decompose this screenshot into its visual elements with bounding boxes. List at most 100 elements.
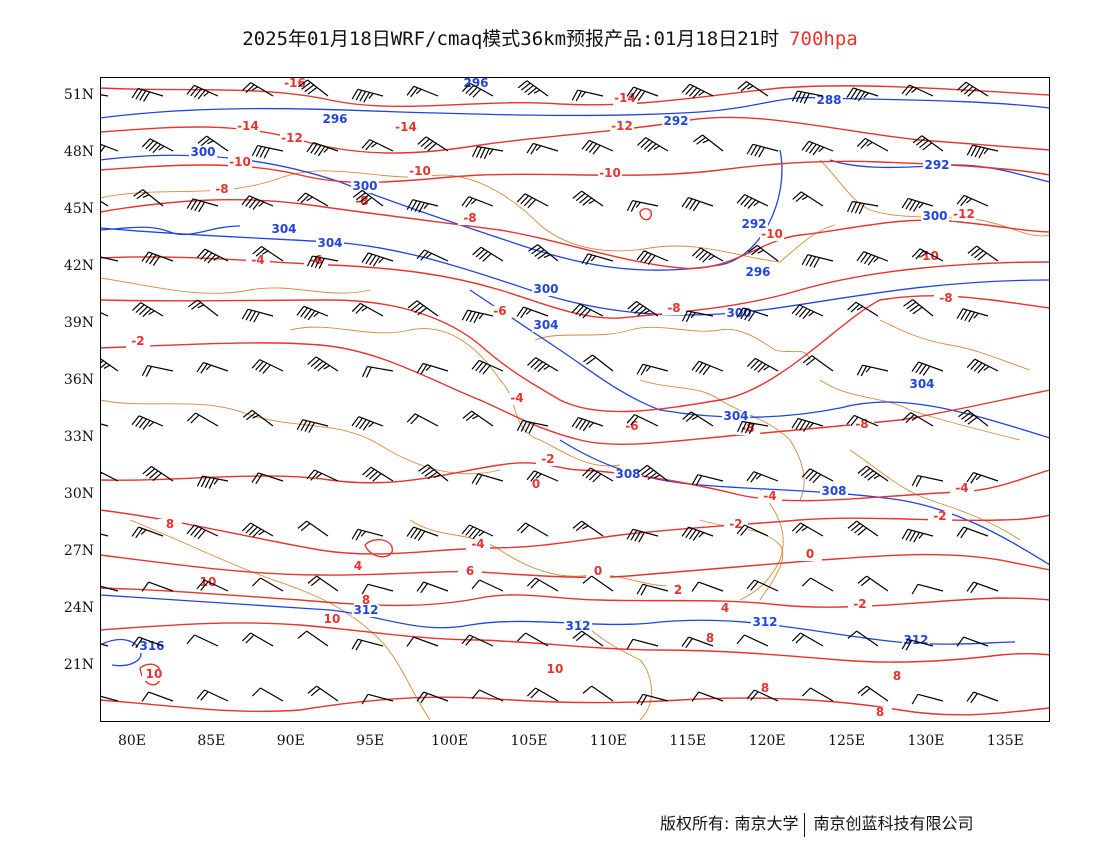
wind-barb	[911, 583, 944, 595]
temperature-label: -16	[284, 76, 306, 90]
wind-barb	[461, 634, 494, 647]
wind-barb	[581, 467, 614, 483]
temperature-label: 2	[674, 583, 682, 597]
temperature-label: -10	[229, 155, 251, 169]
wind-barb	[351, 88, 384, 103]
label-background	[280, 133, 304, 145]
wind-barb	[636, 583, 669, 596]
wind-barb	[637, 464, 669, 482]
label-background	[196, 577, 220, 589]
wind-barb	[526, 142, 559, 155]
temperature-contour-line	[100, 696, 1050, 716]
wind-barb	[252, 245, 284, 262]
wind-barb	[791, 522, 824, 537]
wind-barb	[100, 693, 119, 706]
wind-barb	[736, 194, 769, 209]
temperature-contour-line	[100, 622, 1050, 663]
height-label: 300	[533, 282, 558, 296]
lon-tick-label: 130E	[907, 733, 945, 749]
wind-barb	[141, 691, 174, 702]
lat-tick-label: 33N	[63, 429, 94, 445]
label-background	[462, 78, 490, 90]
wind-barb	[958, 409, 989, 427]
wind-barb	[352, 189, 384, 207]
wind-barb	[801, 468, 834, 484]
wind-barb	[846, 87, 879, 102]
wind-barb	[526, 470, 559, 482]
wind-barb	[901, 84, 934, 97]
height-label: 296	[322, 112, 347, 126]
wind-barb	[472, 246, 504, 262]
temperature-contour-line	[639, 208, 652, 221]
lat-tick-label: 36N	[63, 372, 94, 388]
boundary-line	[100, 277, 371, 294]
wind-barb	[802, 355, 834, 372]
wind-barb	[847, 630, 879, 647]
label-background	[923, 160, 951, 172]
lon-tick-label: 105E	[510, 733, 548, 749]
temperature-contour-line	[100, 462, 1050, 502]
wind-barb	[241, 308, 274, 323]
temperature-label: -12	[281, 131, 303, 145]
wind-barb	[406, 85, 439, 98]
wind-barb	[746, 471, 779, 483]
wind-barb	[736, 634, 769, 647]
temperature-label: -6	[493, 304, 506, 318]
label-background	[908, 379, 936, 391]
copyright-company: 南京创蓝科技有限公司	[813, 814, 974, 833]
wind-barb	[736, 420, 769, 435]
wind-barb	[461, 524, 494, 540]
wind-barb	[911, 693, 944, 705]
wind-barb	[681, 310, 714, 323]
wind-barb	[526, 687, 559, 702]
wind-barb	[847, 520, 879, 537]
wind-barb	[571, 89, 604, 102]
wind-barb	[516, 632, 549, 647]
height-contours	[100, 96, 1050, 667]
label-background	[142, 669, 166, 681]
height-label: 304	[533, 318, 558, 332]
wind-barb	[571, 303, 604, 319]
wind-barb	[572, 190, 604, 207]
label-background	[320, 614, 344, 626]
wind-barb	[911, 475, 944, 487]
wind-barb	[132, 302, 164, 318]
label-background	[532, 320, 560, 332]
wind-barb	[681, 526, 714, 541]
wind-barb	[251, 145, 284, 159]
label-background	[610, 121, 634, 133]
wind-barb	[791, 632, 824, 647]
wind-barb	[100, 528, 109, 541]
wind-barb	[242, 409, 274, 427]
label-background	[740, 219, 768, 231]
wind-barb	[296, 192, 329, 207]
wind-barb	[361, 583, 394, 595]
wind-barb	[956, 636, 989, 647]
temperature-label: -14	[237, 119, 259, 133]
label-background	[532, 284, 560, 296]
wind-barb	[791, 90, 824, 104]
wind-barb	[736, 524, 769, 537]
wind-barb	[461, 196, 494, 208]
wind-barb	[581, 253, 614, 265]
wind-barb	[307, 356, 339, 372]
lat-tick-label: 51N	[63, 87, 94, 103]
height-label: 300	[352, 179, 377, 193]
wind-barb	[966, 358, 999, 374]
wind-barb	[186, 634, 219, 647]
wind-barb	[691, 691, 724, 702]
boundary-line	[739, 489, 784, 601]
label-background	[394, 122, 418, 134]
wind-barb	[583, 354, 614, 372]
wind-barb	[131, 636, 164, 649]
wind-barb	[298, 79, 329, 97]
temperature-labels: -16-14-12-10-8-6-4-2-14-14 -12-10 -10-8-8-…	[126, 76, 976, 719]
height-contour-line	[100, 225, 241, 236]
wind-barb	[196, 689, 229, 702]
wind-barb	[847, 301, 879, 317]
wind-barb	[581, 139, 614, 155]
label-background	[351, 181, 379, 193]
wind-barb	[407, 300, 439, 317]
height-label: 316	[139, 639, 164, 653]
wind-barb	[351, 528, 384, 541]
